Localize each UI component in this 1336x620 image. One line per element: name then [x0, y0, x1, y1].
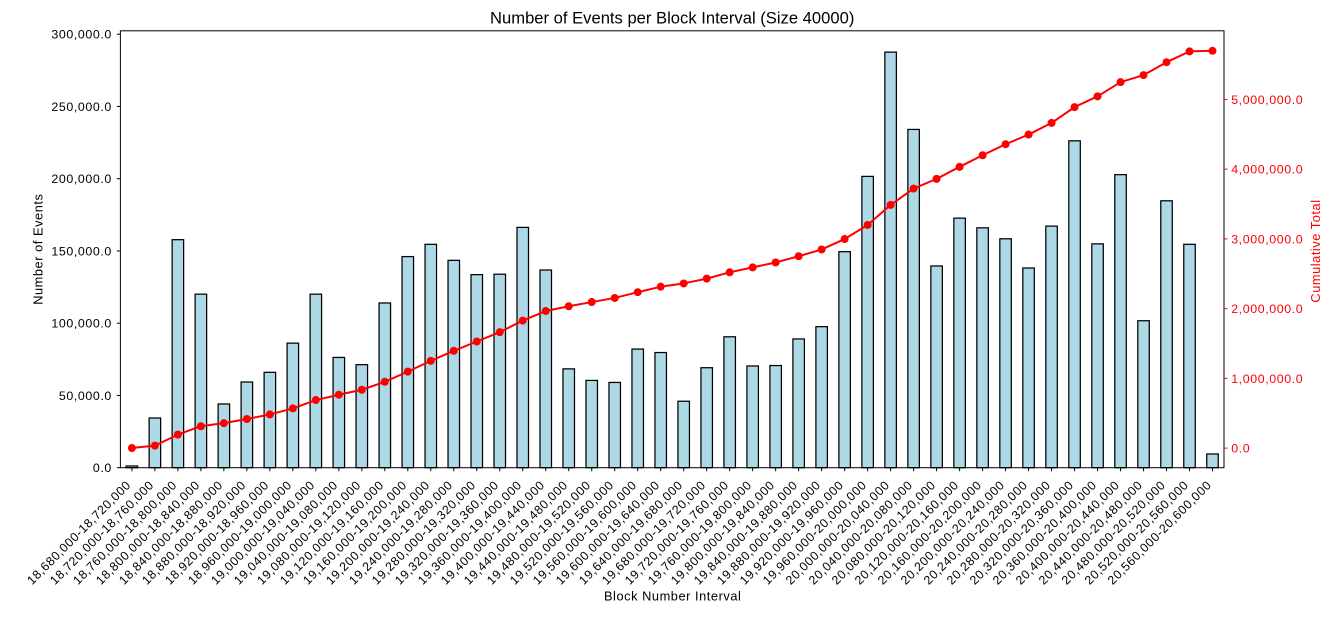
svg-text:300,000.0: 300,000.0 — [51, 28, 112, 42]
svg-text:0.0: 0.0 — [93, 461, 112, 475]
svg-text:100,000.0: 100,000.0 — [51, 317, 112, 331]
svg-text:200,000.0: 200,000.0 — [51, 172, 112, 186]
svg-text:Block Number Interval: Block Number Interval — [604, 589, 741, 604]
svg-text:0.0: 0.0 — [1231, 442, 1250, 456]
svg-text:5,000,000.0: 5,000,000.0 — [1231, 93, 1303, 107]
svg-text:2,000,000.0: 2,000,000.0 — [1231, 302, 1303, 316]
svg-text:1,000,000.0: 1,000,000.0 — [1231, 372, 1303, 386]
svg-text:Number of Events: Number of Events — [30, 194, 45, 305]
svg-text:50,000.0: 50,000.0 — [59, 389, 112, 403]
svg-text:3,000,000.0: 3,000,000.0 — [1231, 232, 1303, 246]
svg-text:4,000,000.0: 4,000,000.0 — [1231, 163, 1303, 177]
svg-text:150,000.0: 150,000.0 — [51, 244, 112, 258]
svg-text:Number of Events per Block Int: Number of Events per Block Interval (Siz… — [490, 8, 854, 27]
svg-text:250,000.0: 250,000.0 — [51, 100, 112, 114]
svg-text:Cumulative Total: Cumulative Total — [1308, 199, 1323, 302]
